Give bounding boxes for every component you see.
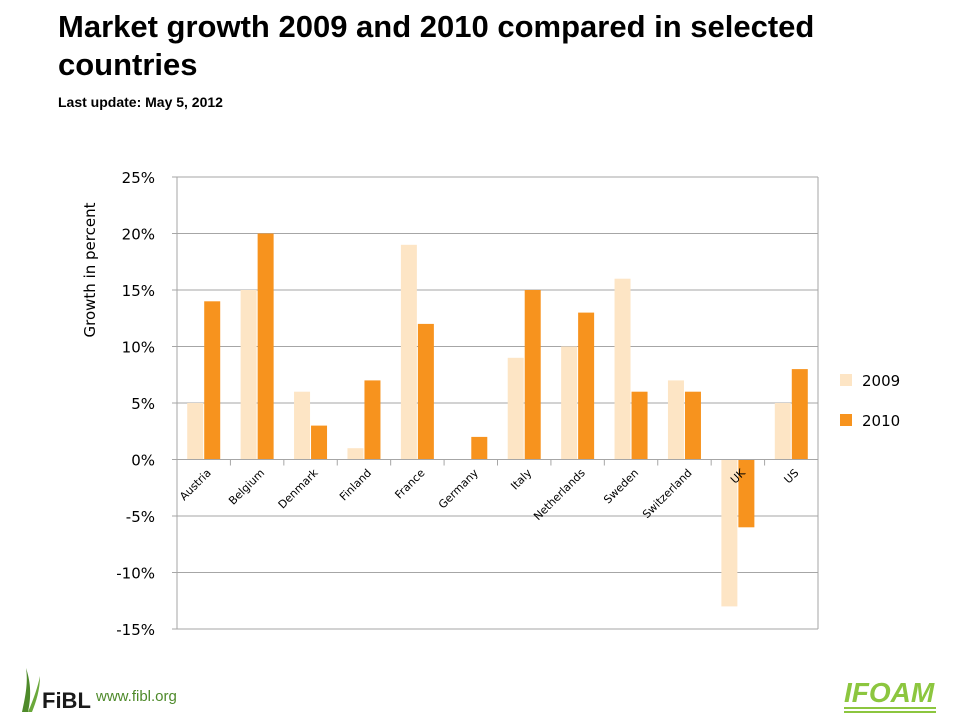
y-tick-label: 25% [122,169,155,187]
bar-2010-austria [204,301,221,460]
legend-swatch-2010 [840,414,852,426]
x-tick-label: Austria [177,466,214,503]
svg-text:IFOAM: IFOAM [844,677,935,708]
x-tick-label: Switzerland [640,466,695,521]
x-tick-label: Netherlands [531,466,588,523]
bar-2010-germany [471,436,488,460]
bar-2009-switzerland [667,380,684,460]
fibl-logo-icon: FiBL [22,668,91,713]
bar-2010-finland [364,380,381,460]
y-tick-label: -15% [116,621,155,639]
bar-2009-us [774,403,791,460]
bar-2010-netherlands [578,312,595,460]
y-tick-label: -5% [126,508,155,526]
legend-label-2010: 2010 [862,412,900,430]
x-tick-label: Italy [508,466,534,492]
svg-text:FiBL: FiBL [42,688,91,713]
y-tick-label: 10% [122,339,155,357]
x-tick-label: US [782,466,802,486]
y-tick-label: -10% [116,565,155,583]
x-tick-label: Belgium [226,466,267,507]
y-tick-label: 15% [122,282,155,300]
bar-2009-austria [187,403,204,460]
legend-swatch-2009 [840,374,852,386]
bar-2010-france [417,323,434,460]
bar-2009-sweden [614,278,631,460]
bar-2009-belgium [240,290,257,460]
bar-2009-finland [347,448,364,460]
bar-2009-france [400,244,417,460]
bar-2009-uk [721,459,738,607]
y-axis-label: Growth in percent [81,202,99,338]
bar-2010-sweden [631,391,648,460]
x-tick-label: Denmark [276,466,321,511]
bar-2010-italy [524,290,541,460]
bar-2009-netherlands [561,346,578,460]
bar-2010-belgium [257,233,274,460]
footer-url: www.fibl.org [96,688,177,705]
ifoam-logo-icon: IFOAM [844,677,936,713]
bar-2009-italy [507,357,524,460]
chart-subtitle: Last update: May 5, 2012 [58,94,223,110]
bar-2010-switzerland [684,391,701,460]
bar-2010-uk [738,459,755,528]
bar-2010-us [791,369,808,460]
y-tick-label: 20% [122,226,155,244]
y-tick-label: 5% [131,395,155,413]
legend-label-2009: 2009 [862,372,900,390]
x-tick-label: Sweden [601,466,641,506]
bar-2009-denmark [294,391,311,460]
bar-2010-denmark [311,425,328,460]
y-tick-label: 0% [131,452,155,470]
chart-title: Market growth 2009 and 2010 compared in … [58,9,815,82]
x-tick-label: Germany [436,466,481,511]
x-tick-label: France [392,466,427,501]
x-tick-label: Finland [337,466,374,503]
